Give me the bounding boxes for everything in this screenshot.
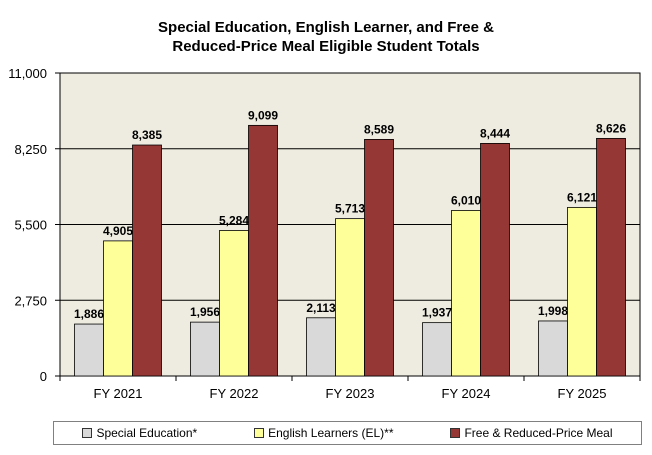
bar xyxy=(103,240,133,377)
y-tick-label: 2,750 xyxy=(14,293,47,308)
legend-label-special-education: Special Education* xyxy=(96,426,198,440)
data-label: 8,626 xyxy=(596,121,626,135)
data-label: 8,385 xyxy=(132,128,162,142)
data-label: 6,010 xyxy=(451,193,481,207)
x-tick-label: FY 2025 xyxy=(558,386,607,401)
data-label: 2,113 xyxy=(306,301,336,315)
y-tick-label: 11,000 xyxy=(8,66,47,81)
data-label: 9,099 xyxy=(248,108,278,122)
legend-item-special-education: Special Education* xyxy=(82,426,197,440)
legend-item-english-learners: English Learners (EL)** xyxy=(254,426,394,440)
bar xyxy=(364,139,394,377)
data-label: 1,886 xyxy=(74,307,104,321)
bar xyxy=(538,320,568,377)
bar xyxy=(596,137,626,377)
legend-label-free-reduced-meal: Free & Reduced-Price Meal xyxy=(464,426,613,440)
x-tick-label: FY 2024 xyxy=(442,386,491,401)
legend-swatch-special-education xyxy=(82,428,93,438)
bar xyxy=(422,322,452,377)
legend-swatch-english-learners xyxy=(254,428,265,438)
bar xyxy=(306,317,336,377)
bar-chart: 0 2,750 5,500 8,250 11,000 1,886 4,905 8,385 FY … xyxy=(8,66,641,401)
chart-title-line-1: Special Education, English Learner, and … xyxy=(158,19,494,36)
data-label: 6,121 xyxy=(567,190,597,204)
x-tick-label: FY 2021 xyxy=(94,386,143,401)
bar xyxy=(480,143,510,377)
y-tick-label: 8,250 xyxy=(14,142,47,157)
bar xyxy=(132,144,162,377)
y-tick-label: 5,500 xyxy=(14,218,47,233)
chart-title-line-2: Reduced-Price Meal Eligible Student Tota… xyxy=(172,38,480,55)
data-label: 5,713 xyxy=(335,202,365,216)
bar xyxy=(451,210,481,377)
legend: Special Education* English Learners (EL)… xyxy=(53,421,642,445)
chart-title: Special Education, English Learner, and … xyxy=(0,18,652,56)
data-label: 1,956 xyxy=(190,305,220,319)
legend-label-english-learners: English Learners (EL)** xyxy=(268,426,394,440)
bar xyxy=(74,323,104,377)
legend-swatch-free-reduced-meal xyxy=(450,428,461,438)
data-label: 1,998 xyxy=(538,304,568,318)
x-tick-label: FY 2023 xyxy=(326,386,375,401)
data-label: 1,937 xyxy=(422,306,452,320)
data-label: 8,589 xyxy=(364,122,394,136)
bar xyxy=(219,230,249,377)
data-label: 5,284 xyxy=(219,213,249,227)
legend-item-free-reduced-meal: Free & Reduced-Price Meal xyxy=(450,426,613,440)
data-label: 4,905 xyxy=(103,224,133,238)
x-tick-label: FY 2022 xyxy=(210,386,259,401)
bar xyxy=(335,218,365,377)
data-label: 8,444 xyxy=(480,126,510,140)
bar xyxy=(248,124,278,377)
bar xyxy=(567,206,597,377)
y-tick-label: 0 xyxy=(40,369,47,384)
bar xyxy=(190,321,220,377)
